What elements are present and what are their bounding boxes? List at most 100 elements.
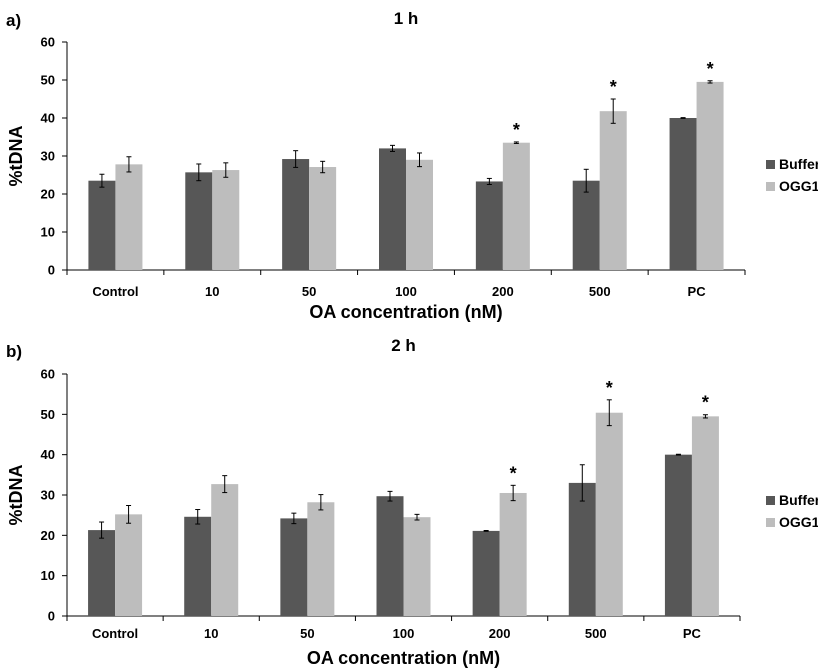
x-tick-label: 50 [302, 284, 316, 299]
error-bar [320, 160, 326, 174]
error-bar [483, 529, 489, 532]
error-bar [579, 464, 585, 502]
bar-ogg1-3 [406, 159, 433, 270]
error-bar [126, 504, 132, 524]
x-tick-label: 200 [489, 626, 511, 641]
bar-ogg1-3 [403, 517, 431, 616]
y-tick-label: 60 [41, 367, 55, 382]
bar-ogg1-6 [696, 81, 724, 271]
error-bar [222, 475, 228, 494]
y-tick-label: 60 [41, 35, 55, 50]
bar-ogg1-0 [115, 514, 143, 616]
y-tick-label: 0 [48, 263, 55, 278]
error-bar [610, 98, 616, 124]
bar-ogg1-1 [212, 170, 240, 270]
legend-swatch [766, 496, 775, 505]
error-bar [318, 494, 324, 511]
significance-marker: * [510, 463, 517, 483]
bar-buffer-2 [280, 518, 308, 616]
bar-buffer-0 [88, 180, 116, 270]
bar-buffer-4 [472, 530, 500, 616]
y-tick-label: 0 [48, 609, 55, 624]
error-bar [414, 513, 420, 521]
panel-label: b) [6, 342, 22, 361]
error-bar [583, 168, 589, 193]
x-tick-label: 100 [393, 626, 415, 641]
bar-ogg1-4 [499, 492, 527, 616]
bar-buffer-4 [475, 181, 503, 270]
error-bar [99, 521, 105, 539]
y-tick-label: 50 [41, 407, 55, 422]
y-axis-title: %tDNA [6, 126, 26, 187]
legend-swatch [766, 160, 775, 169]
error-bar [390, 144, 395, 152]
y-tick-label: 30 [41, 488, 55, 503]
y-tick-label: 10 [41, 225, 55, 240]
bar-ogg1-1 [211, 484, 239, 616]
error-bar [417, 152, 422, 168]
chart-title: 1 h [394, 9, 419, 28]
bar-buffer-6 [669, 118, 697, 270]
error-bar [291, 512, 297, 525]
error-bar [510, 484, 516, 502]
bar-buffer-1 [185, 172, 213, 270]
y-tick-label: 40 [41, 447, 55, 462]
y-tick-label: 30 [41, 149, 55, 164]
bar-ogg1-0 [115, 164, 143, 270]
error-bar [387, 490, 393, 502]
x-axis-title: OA concentration (nM) [307, 648, 500, 668]
significance-marker: * [513, 120, 520, 140]
error-bar [126, 156, 132, 173]
x-tick-label: 10 [205, 284, 219, 299]
bar-ogg1-5 [599, 111, 627, 270]
legend-swatch [766, 518, 775, 527]
chart-title: 2 h [391, 336, 416, 355]
bar-ogg1-6 [691, 416, 719, 616]
bar-buffer-3 [376, 496, 404, 616]
chart-panel-2: b) 2 h 0 10 20 30 40 50 60 Control 10 50 100 * 200 * 500… [6, 336, 818, 668]
significance-marker: * [606, 378, 613, 398]
y-tick-label: 10 [41, 568, 55, 583]
error-bar [196, 163, 202, 182]
x-tick-label: 100 [395, 284, 417, 299]
x-tick-label: 10 [204, 626, 218, 641]
x-tick-label: 50 [300, 626, 314, 641]
x-tick-label: 500 [589, 284, 611, 299]
error-bar [707, 80, 713, 84]
x-tick-label: Control [92, 284, 138, 299]
y-tick-label: 40 [41, 111, 55, 126]
bar-ogg1-4 [502, 142, 530, 270]
y-tick-label: 20 [41, 528, 55, 543]
chart-panel-1: a) 1 h 0 10 20 30 40 50 60 Control 10 50 100 * 200 * 500… [6, 9, 818, 322]
significance-marker: * [707, 59, 714, 79]
x-tick-label: PC [683, 626, 702, 641]
x-tick-label: PC [688, 284, 707, 299]
bar-ogg1-5 [595, 412, 623, 616]
error-bar [702, 414, 708, 419]
error-bar [675, 453, 681, 456]
bar-buffer-5 [572, 180, 600, 270]
significance-marker: * [610, 77, 617, 97]
error-bar [99, 173, 105, 188]
legend: Buffer OGG1 [766, 156, 818, 194]
bar-buffer-2 [282, 159, 310, 270]
legend-label: Buffer [779, 492, 818, 508]
error-bar [293, 150, 299, 168]
legend-label: OGG1 [779, 514, 818, 530]
legend-swatch [766, 182, 775, 191]
bar-buffer-6 [664, 454, 692, 616]
x-tick-label: Control [92, 626, 138, 641]
bar-buffer-3 [379, 148, 406, 270]
bar-ogg1-2 [309, 167, 337, 270]
panel-label: a) [6, 11, 21, 30]
legend-label: OGG1 [779, 178, 818, 194]
error-bar [195, 509, 201, 525]
y-tick-label: 50 [41, 73, 55, 88]
error-bar [606, 399, 612, 427]
bar-buffer-5 [568, 482, 596, 616]
y-axis-title: %tDNA [6, 465, 26, 526]
significance-marker: * [702, 393, 709, 413]
error-bar [223, 162, 229, 178]
bar-buffer-1 [184, 516, 212, 616]
